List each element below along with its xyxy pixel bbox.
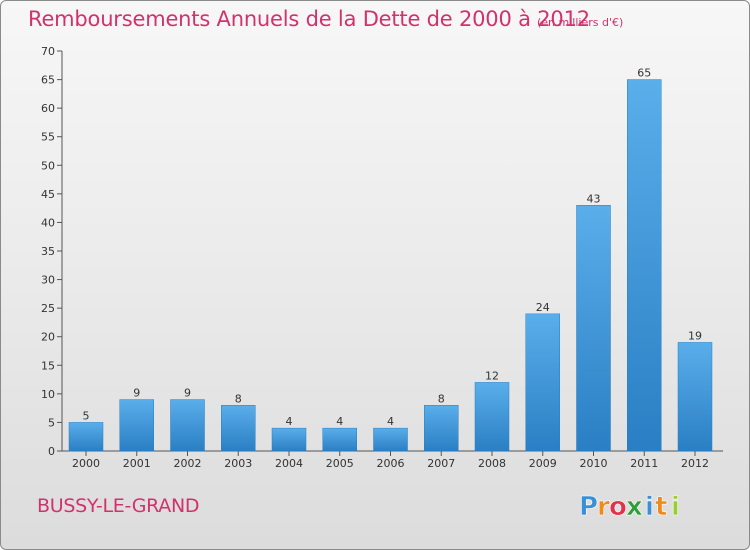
bar-2002 bbox=[170, 399, 205, 452]
bar-2001 bbox=[119, 399, 154, 452]
proxiti-logo[interactable]: Pr o x i t i bbox=[579, 487, 691, 523]
logo-letter: t bbox=[655, 492, 667, 522]
x-tick-label-2001: 2001 bbox=[123, 457, 151, 470]
x-tick-label-2000: 2000 bbox=[72, 457, 100, 470]
x-tick-label-2009: 2009 bbox=[529, 457, 557, 470]
x-tick-label-2007: 2007 bbox=[427, 457, 455, 470]
y-tick-label: 10 bbox=[41, 388, 55, 401]
bar-2011 bbox=[627, 79, 662, 452]
y-tick-label: 50 bbox=[41, 159, 55, 172]
x-tick-label-2003: 2003 bbox=[224, 457, 252, 470]
bar-2006 bbox=[373, 427, 408, 452]
logo-letter: r bbox=[597, 492, 610, 522]
y-tick-label: 20 bbox=[41, 331, 55, 344]
data-label-2004: 4 bbox=[286, 415, 293, 428]
y-tick-label: 65 bbox=[41, 74, 55, 87]
data-label-2001: 9 bbox=[133, 387, 140, 400]
data-label-2008: 12 bbox=[485, 369, 499, 382]
y-tick-label: 15 bbox=[41, 359, 55, 372]
y-tick-label: 30 bbox=[41, 274, 55, 287]
data-label-2007: 8 bbox=[438, 392, 445, 405]
bar-2005 bbox=[322, 427, 357, 452]
x-tick-label-2010: 2010 bbox=[580, 457, 608, 470]
data-label-2011: 65 bbox=[637, 67, 651, 80]
x-tick-label-2005: 2005 bbox=[326, 457, 354, 470]
logo-letter: o bbox=[609, 492, 627, 522]
bar-2012 bbox=[677, 342, 713, 452]
chart-unit: (en milliers d'€) bbox=[537, 16, 624, 29]
bar-2004 bbox=[271, 427, 307, 452]
y-tick-label: 70 bbox=[41, 45, 55, 58]
y-tick-label: 40 bbox=[41, 216, 55, 229]
x-tick-label-2004: 2004 bbox=[275, 457, 303, 470]
bar-2007 bbox=[424, 405, 459, 452]
data-label-2012: 19 bbox=[688, 329, 702, 342]
logo-letter: i bbox=[671, 492, 680, 522]
y-tick-label: 45 bbox=[41, 188, 55, 201]
x-tick-label-2008: 2008 bbox=[478, 457, 506, 470]
x-tick-label-2006: 2006 bbox=[377, 457, 405, 470]
bars bbox=[68, 79, 713, 452]
bar-2009 bbox=[525, 313, 560, 452]
y-tick-label: 0 bbox=[48, 445, 55, 458]
data-label-2000: 5 bbox=[83, 409, 90, 422]
logo-letter: i bbox=[645, 492, 654, 522]
data-label-2005: 4 bbox=[336, 415, 343, 428]
commune-name: BUSSY-LE-GRAND bbox=[37, 495, 200, 517]
chart-title: Remboursements Annuels de la Dette de 20… bbox=[28, 7, 590, 31]
x-tick-label-2002: 2002 bbox=[174, 457, 202, 470]
bar-2000 bbox=[68, 422, 104, 452]
bar-2010 bbox=[576, 205, 611, 452]
data-label-2002: 9 bbox=[184, 387, 191, 400]
x-tick-label-2011: 2011 bbox=[630, 457, 658, 470]
data-label-2009: 24 bbox=[536, 301, 550, 314]
bar-2008 bbox=[474, 382, 510, 452]
logo-letter: x bbox=[626, 492, 643, 522]
x-tick-label-2012: 2012 bbox=[681, 457, 709, 470]
y-tick-label: 60 bbox=[41, 102, 55, 115]
y-tick-label: 25 bbox=[41, 302, 55, 315]
logo-letter: P bbox=[579, 492, 598, 522]
y-tick-label: 55 bbox=[41, 131, 55, 144]
y-tick-label: 5 bbox=[48, 416, 55, 429]
bar-2003 bbox=[221, 405, 256, 452]
data-label-2006: 4 bbox=[387, 415, 394, 428]
data-label-2010: 43 bbox=[587, 192, 601, 205]
labels: 5 2000 9 2001 9 2002 8 2003 4 2004 4 2005 4 2006 8 2007… bbox=[72, 67, 709, 470]
data-label-2003: 8 bbox=[235, 392, 242, 405]
y-tick-label: 35 bbox=[41, 245, 55, 258]
